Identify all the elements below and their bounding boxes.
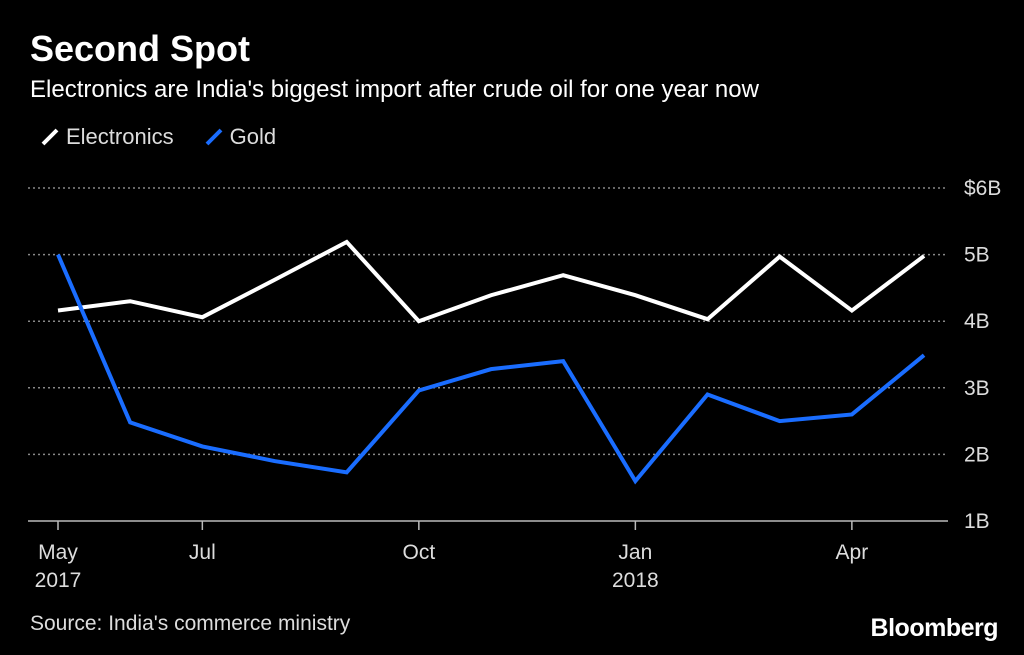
legend-item-electronics: Electronics <box>40 124 174 150</box>
legend: Electronics Gold <box>40 124 276 150</box>
legend-item-gold: Gold <box>204 124 276 150</box>
x-tick-label: May <box>38 541 78 564</box>
bloomberg-logo: Bloomberg <box>870 614 999 642</box>
y-tick-label: 3B <box>964 377 990 400</box>
chart-title: Second Spot <box>30 28 251 69</box>
x-tick-label: Apr <box>836 541 869 564</box>
x-tick-label: Jul <box>189 541 216 564</box>
y-tick-label: 4B <box>964 310 990 333</box>
y-tick-label: $6B <box>964 177 1001 200</box>
legend-swatch-electronics <box>41 128 59 146</box>
legend-label-gold: Gold <box>229 124 277 149</box>
series-line-gold <box>56 253 926 485</box>
x-tick-label: Oct <box>403 541 436 564</box>
x-tick-sublabel: 2018 <box>612 569 659 592</box>
legend-swatch-gold <box>205 128 223 146</box>
series-line-electronics <box>57 239 926 324</box>
x-tick-label: Jan <box>618 541 652 564</box>
chart-subtitle: Electronics are India's biggest import a… <box>30 76 759 103</box>
x-tick-sublabel: 2017 <box>35 569 82 592</box>
y-tick-label: 2B <box>964 443 990 466</box>
legend-label-electronics: Electronics <box>66 124 174 149</box>
source-note: Source: India's commerce ministry <box>30 612 351 635</box>
y-tick-label: 5B <box>964 244 990 267</box>
y-tick-label: 1B <box>964 510 990 533</box>
